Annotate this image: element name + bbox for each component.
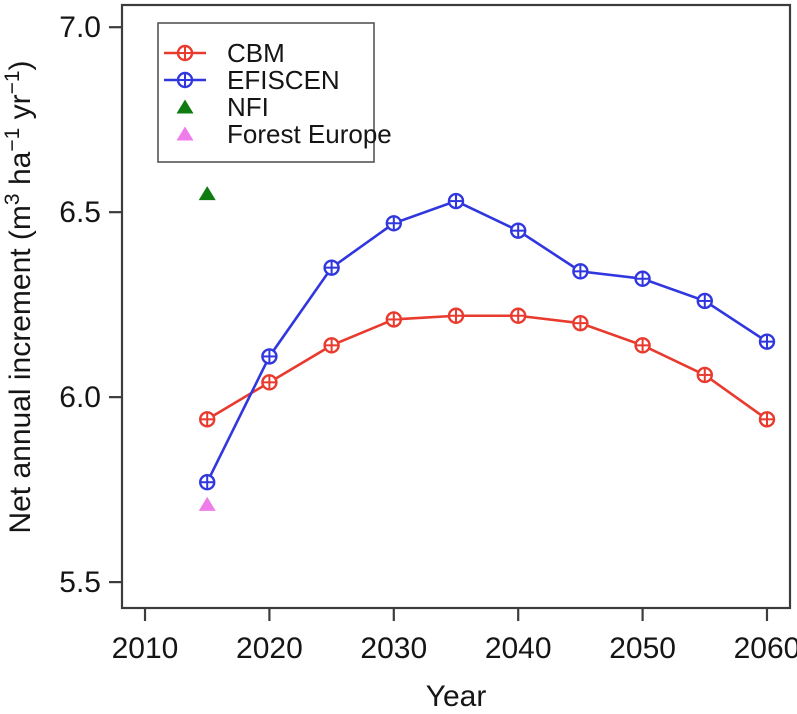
x-tick-label: 2060 xyxy=(734,632,797,665)
efiscen-line xyxy=(206,199,768,483)
legend-item-forest-europe: Forest Europe xyxy=(176,119,392,149)
x-tick-label: 2020 xyxy=(236,632,303,665)
series-efiscen xyxy=(199,192,776,491)
legend-item-label: NFI xyxy=(227,92,269,122)
cbm-marker xyxy=(323,337,340,354)
legend-item-label: EFISCEN xyxy=(227,65,340,95)
cbm-marker xyxy=(199,411,216,428)
x-tick-label: 2030 xyxy=(360,632,427,665)
cbm-marker xyxy=(509,307,527,324)
cbm-marker xyxy=(758,411,776,428)
efiscen-marker xyxy=(323,259,340,276)
y-tick-label: 7.0 xyxy=(59,11,101,44)
legend-box xyxy=(157,22,375,163)
y-tick-label: 6.5 xyxy=(59,196,101,229)
x-axis: 2010 2020 2030 2040 2050 2060 xyxy=(112,608,797,665)
y-tick-label: 5.5 xyxy=(59,566,101,599)
forest-europe-legend-marker xyxy=(176,126,194,141)
efiscen-marker xyxy=(447,192,465,210)
y-axis-title: Net annual increment (m3 ha−1 yr−1) xyxy=(1,60,37,533)
x-tick-label: 2010 xyxy=(112,632,179,665)
x-tick-label: 2050 xyxy=(609,632,676,665)
efiscen-marker xyxy=(385,215,403,232)
nfi-marker xyxy=(198,186,216,201)
legend-item-efiscen: EFISCEN xyxy=(164,65,340,95)
cbm-marker xyxy=(634,337,651,354)
cbm-line xyxy=(206,314,768,421)
efiscen-marker xyxy=(634,270,651,287)
series-cbm xyxy=(199,307,776,428)
efiscen-marker xyxy=(572,263,589,280)
nfi-legend-marker xyxy=(176,99,194,114)
legend-item-label: Forest Europe xyxy=(227,119,392,149)
legend-item-cbm: CBM xyxy=(164,38,285,68)
efiscen-legend-marker xyxy=(176,71,194,89)
cbm-marker xyxy=(572,314,589,332)
forest-europe-marker xyxy=(198,496,216,511)
cbm-legend-marker xyxy=(176,44,194,62)
efiscen-marker xyxy=(199,474,216,491)
efiscen-marker xyxy=(509,222,527,239)
efiscen-marker xyxy=(758,333,776,350)
y-axis: 5.5 6.0 6.5 7.0 xyxy=(59,11,122,599)
cbm-marker xyxy=(447,307,465,324)
legend-item-nfi: NFI xyxy=(176,92,269,122)
cbm-marker xyxy=(385,311,403,328)
x-tick-label: 2040 xyxy=(485,632,552,665)
cbm-marker xyxy=(261,374,278,391)
y-tick-label: 6.0 xyxy=(59,381,101,414)
plot-border xyxy=(120,3,792,610)
efiscen-marker xyxy=(261,348,278,365)
x-axis-title: Year xyxy=(426,680,487,713)
efiscen-marker xyxy=(696,292,713,310)
cbm-marker xyxy=(696,366,713,384)
legend-item-label: CBM xyxy=(227,38,285,68)
